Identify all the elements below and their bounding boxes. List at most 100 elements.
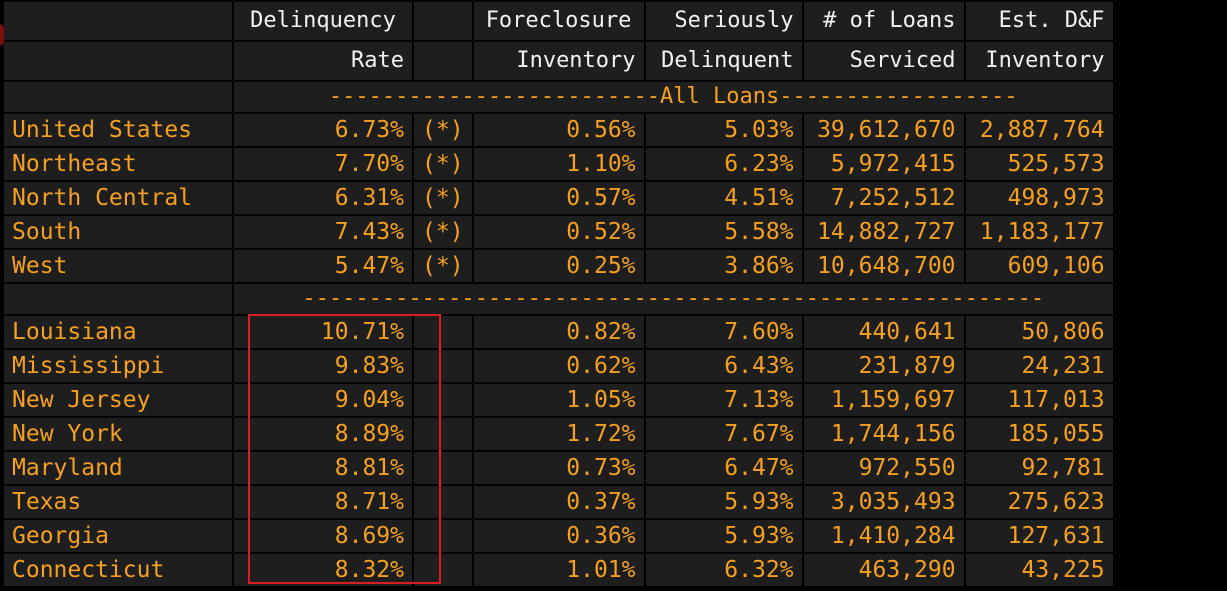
foreclosure-inventory: 0.82% bbox=[473, 316, 644, 348]
seriously-delinquent: 6.47% bbox=[645, 452, 802, 484]
seriously-delinquent: 7.60% bbox=[645, 316, 802, 348]
delinquency-table: Delinquency Foreclosure Seriously # of L… bbox=[2, 0, 1115, 588]
flag: (*) bbox=[414, 182, 472, 214]
state-name: Texas bbox=[4, 486, 232, 518]
foreclosure-inventory: 1.05% bbox=[473, 384, 644, 416]
est-df-inventory: 92,781 bbox=[965, 452, 1113, 484]
delinquency-rate: 8.32% bbox=[234, 554, 412, 586]
est-df-inventory: 498,973 bbox=[965, 182, 1113, 214]
loans-serviced: 972,550 bbox=[803, 452, 964, 484]
section-states-row: ----------------------------------------… bbox=[4, 284, 1113, 314]
loans-serviced: 5,972,415 bbox=[803, 148, 964, 180]
foreclosure-inventory: 0.36% bbox=[473, 520, 644, 552]
header-row-2: Rate Inventory Delinquent Serviced Inven… bbox=[4, 42, 1113, 80]
delinquency-rate: 8.89% bbox=[234, 418, 412, 450]
state-name: Connecticut bbox=[4, 554, 232, 586]
delinquency-rate: 7.70% bbox=[234, 148, 412, 180]
delinquency-rate: 6.31% bbox=[234, 182, 412, 214]
state-name: Maryland bbox=[4, 452, 232, 484]
seriously-delinquent: 6.23% bbox=[645, 148, 802, 180]
flag: (*) bbox=[414, 148, 472, 180]
delinquency-rate: 9.83% bbox=[234, 350, 412, 382]
delinquency-rate: 5.47% bbox=[234, 250, 412, 282]
region-name: North Central bbox=[4, 182, 232, 214]
foreclosure-inventory: 1.72% bbox=[473, 418, 644, 450]
delinquency-rate: 8.71% bbox=[234, 486, 412, 518]
est-df-inventory: 185,055 bbox=[965, 418, 1113, 450]
foreclosure-inventory: 1.01% bbox=[473, 554, 644, 586]
region-row: North Central 6.31% (*) 0.57% 4.51% 7,252,512… bbox=[4, 182, 1113, 214]
foreclosure-inventory: 0.56% bbox=[473, 114, 644, 146]
flag-blank bbox=[414, 350, 472, 382]
flag-blank bbox=[414, 486, 472, 518]
loans-serviced: 14,882,727 bbox=[803, 216, 964, 248]
region-name: West bbox=[4, 250, 232, 282]
header-delinquent: Delinquent bbox=[645, 42, 802, 80]
delinquency-rate: 10.71% bbox=[234, 316, 412, 348]
header-row-1: Delinquency Foreclosure Seriously # of L… bbox=[4, 2, 1113, 40]
seriously-delinquent: 5.93% bbox=[645, 520, 802, 552]
section-all-loans-row: -------------------------All Loans------… bbox=[4, 82, 1113, 112]
loans-serviced: 1,744,156 bbox=[803, 418, 964, 450]
loans-serviced: 10,648,700 bbox=[803, 250, 964, 282]
seriously-delinquent: 5.58% bbox=[645, 216, 802, 248]
header-serviced: Serviced bbox=[803, 42, 964, 80]
est-df-inventory: 43,225 bbox=[965, 554, 1113, 586]
loans-serviced: 231,879 bbox=[803, 350, 964, 382]
seriously-delinquent: 5.03% bbox=[645, 114, 802, 146]
header-flag-blank-2 bbox=[414, 42, 472, 80]
foreclosure-inventory: 0.62% bbox=[473, 350, 644, 382]
state-name: Georgia bbox=[4, 520, 232, 552]
state-row: New York 8.89% 1.72% 7.67% 1,744,156 185,055 bbox=[4, 418, 1113, 450]
region-row: United States 6.73% (*) 0.56% 5.03% 39,612,67… bbox=[4, 114, 1113, 146]
seriously-delinquent: 4.51% bbox=[645, 182, 802, 214]
section-states-label: ----------------------------------------… bbox=[234, 284, 1113, 314]
foreclosure-inventory: 0.25% bbox=[473, 250, 644, 282]
header-inventory-2: Inventory bbox=[965, 42, 1113, 80]
flag: (*) bbox=[414, 216, 472, 248]
flag-blank bbox=[414, 384, 472, 416]
header-rate: Rate bbox=[234, 42, 412, 80]
header-blank bbox=[4, 2, 232, 40]
loans-serviced: 440,641 bbox=[803, 316, 964, 348]
foreclosure-inventory: 0.37% bbox=[473, 486, 644, 518]
flag: (*) bbox=[414, 250, 472, 282]
header-num-loans: # of Loans bbox=[803, 2, 964, 40]
state-name: Mississippi bbox=[4, 350, 232, 382]
est-df-inventory: 2,887,764 bbox=[965, 114, 1113, 146]
est-df-inventory: 50,806 bbox=[965, 316, 1113, 348]
foreclosure-inventory: 1.10% bbox=[473, 148, 644, 180]
region-name: United States bbox=[4, 114, 232, 146]
section-all-loans-label: -------------------------All Loans------… bbox=[234, 82, 1113, 112]
state-row: Louisiana 10.71% 0.82% 7.60% 440,641 50,806 bbox=[4, 316, 1113, 348]
delinquency-rate: 8.81% bbox=[234, 452, 412, 484]
est-df-inventory: 24,231 bbox=[965, 350, 1113, 382]
est-df-inventory: 525,573 bbox=[965, 148, 1113, 180]
flag-blank bbox=[414, 418, 472, 450]
region-row: West 5.47% (*) 0.25% 3.86% 10,648,700 609,106 bbox=[4, 250, 1113, 282]
state-name: New Jersey bbox=[4, 384, 232, 416]
seriously-delinquent: 6.32% bbox=[645, 554, 802, 586]
est-df-inventory: 609,106 bbox=[965, 250, 1113, 282]
est-df-inventory: 1,183,177 bbox=[965, 216, 1113, 248]
loans-serviced: 39,612,670 bbox=[803, 114, 964, 146]
seriously-delinquent: 7.13% bbox=[645, 384, 802, 416]
loans-serviced: 7,252,512 bbox=[803, 182, 964, 214]
state-row: Georgia 8.69% 0.36% 5.93% 1,410,284 127,631 bbox=[4, 520, 1113, 552]
est-df-inventory: 275,623 bbox=[965, 486, 1113, 518]
region-name: South bbox=[4, 216, 232, 248]
region-row: South 7.43% (*) 0.52% 5.58% 14,882,727 1,183,1… bbox=[4, 216, 1113, 248]
seriously-delinquent: 3.86% bbox=[645, 250, 802, 282]
state-row: Mississippi 9.83% 0.62% 6.43% 231,879 24,231 bbox=[4, 350, 1113, 382]
flag-blank bbox=[414, 316, 472, 348]
loans-serviced: 1,410,284 bbox=[803, 520, 964, 552]
state-row: Texas 8.71% 0.37% 5.93% 3,035,493 275,623 bbox=[4, 486, 1113, 518]
region-name: Northeast bbox=[4, 148, 232, 180]
state-name: Louisiana bbox=[4, 316, 232, 348]
edge-marker bbox=[0, 24, 4, 46]
flag: (*) bbox=[414, 114, 472, 146]
seriously-delinquent: 6.43% bbox=[645, 350, 802, 382]
section-blank bbox=[4, 82, 232, 112]
header-est-df: Est. D&F bbox=[965, 2, 1113, 40]
